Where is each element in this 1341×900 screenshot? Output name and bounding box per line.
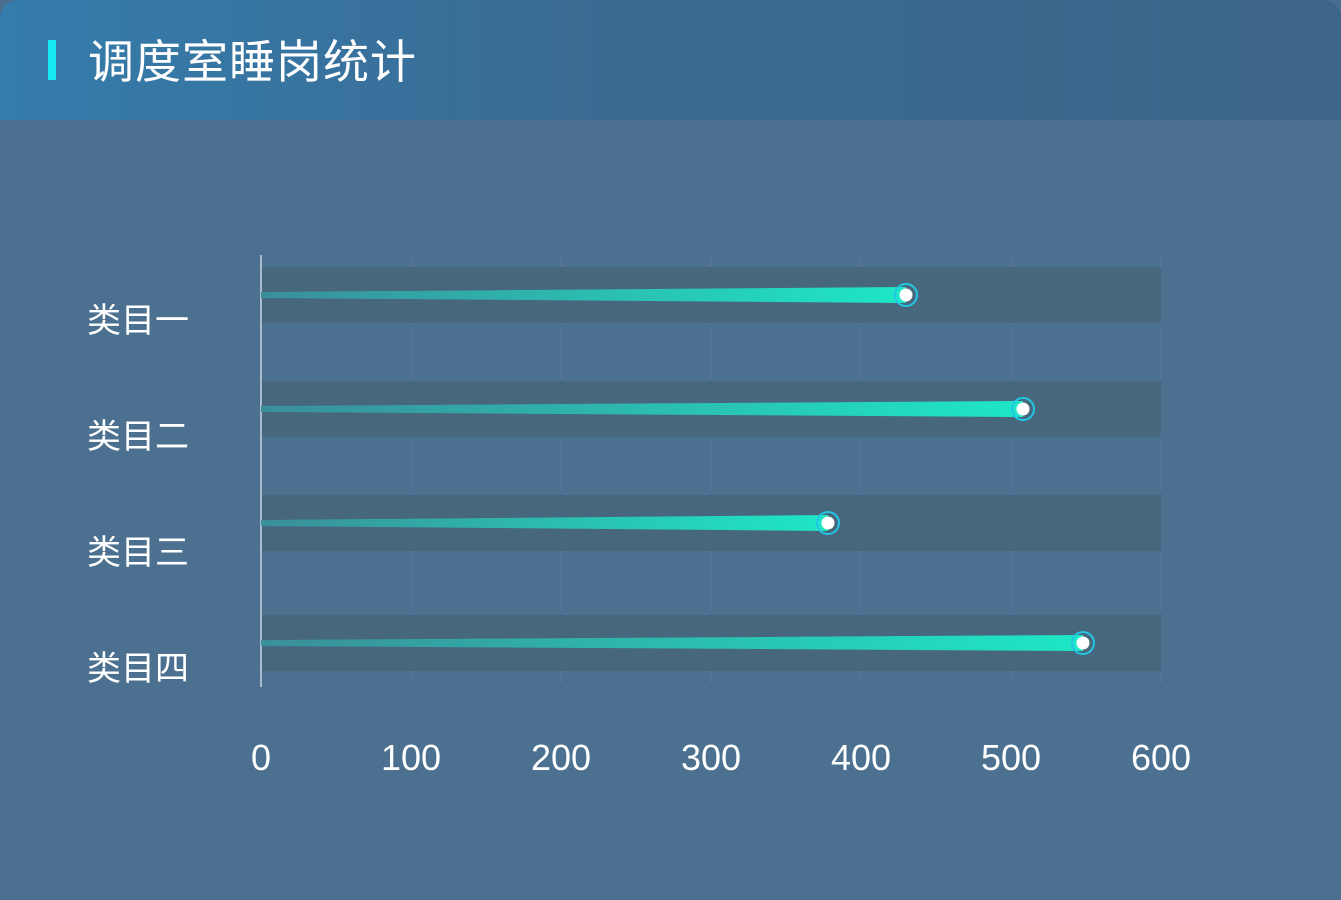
page-title: 调度室睡岗统计 xyxy=(88,35,417,89)
bar-end-marker-ring xyxy=(1011,397,1035,421)
bar-end-marker-dot xyxy=(821,516,835,530)
x-tick-label: 300 xyxy=(681,737,741,778)
bar-end-marker-ring xyxy=(1071,631,1095,655)
panel-header: 调度室睡岗统计 xyxy=(0,0,1341,120)
x-axis-tick-labels: 0 100 200 300 400 500 600 xyxy=(251,737,1191,778)
x-tick-label: 400 xyxy=(831,737,891,778)
category-label: 类目三 xyxy=(87,533,189,573)
x-tick-label: 500 xyxy=(981,737,1041,778)
bar-end-marker-dot xyxy=(899,288,913,302)
category-label: 类目二 xyxy=(87,417,189,457)
bar-end-marker-dot xyxy=(1076,636,1090,650)
bar xyxy=(261,401,1023,417)
bar xyxy=(261,287,906,303)
bar xyxy=(261,635,1083,651)
category-label: 类目四 xyxy=(87,649,189,689)
x-tick-label: 200 xyxy=(531,737,591,778)
bar-end-marker-dot xyxy=(1016,402,1030,416)
x-tick-label: 600 xyxy=(1131,737,1191,778)
x-tick-label: 100 xyxy=(381,737,441,778)
bar-end-marker-ring xyxy=(816,511,840,535)
category-label: 类目一 xyxy=(87,301,189,341)
x-tick-label: 0 xyxy=(251,737,271,778)
bar-end-markers xyxy=(816,283,1095,655)
bar-end-marker-ring xyxy=(894,283,918,307)
bars xyxy=(261,287,1083,651)
bar xyxy=(261,515,828,531)
title-accent-bar xyxy=(48,40,56,80)
